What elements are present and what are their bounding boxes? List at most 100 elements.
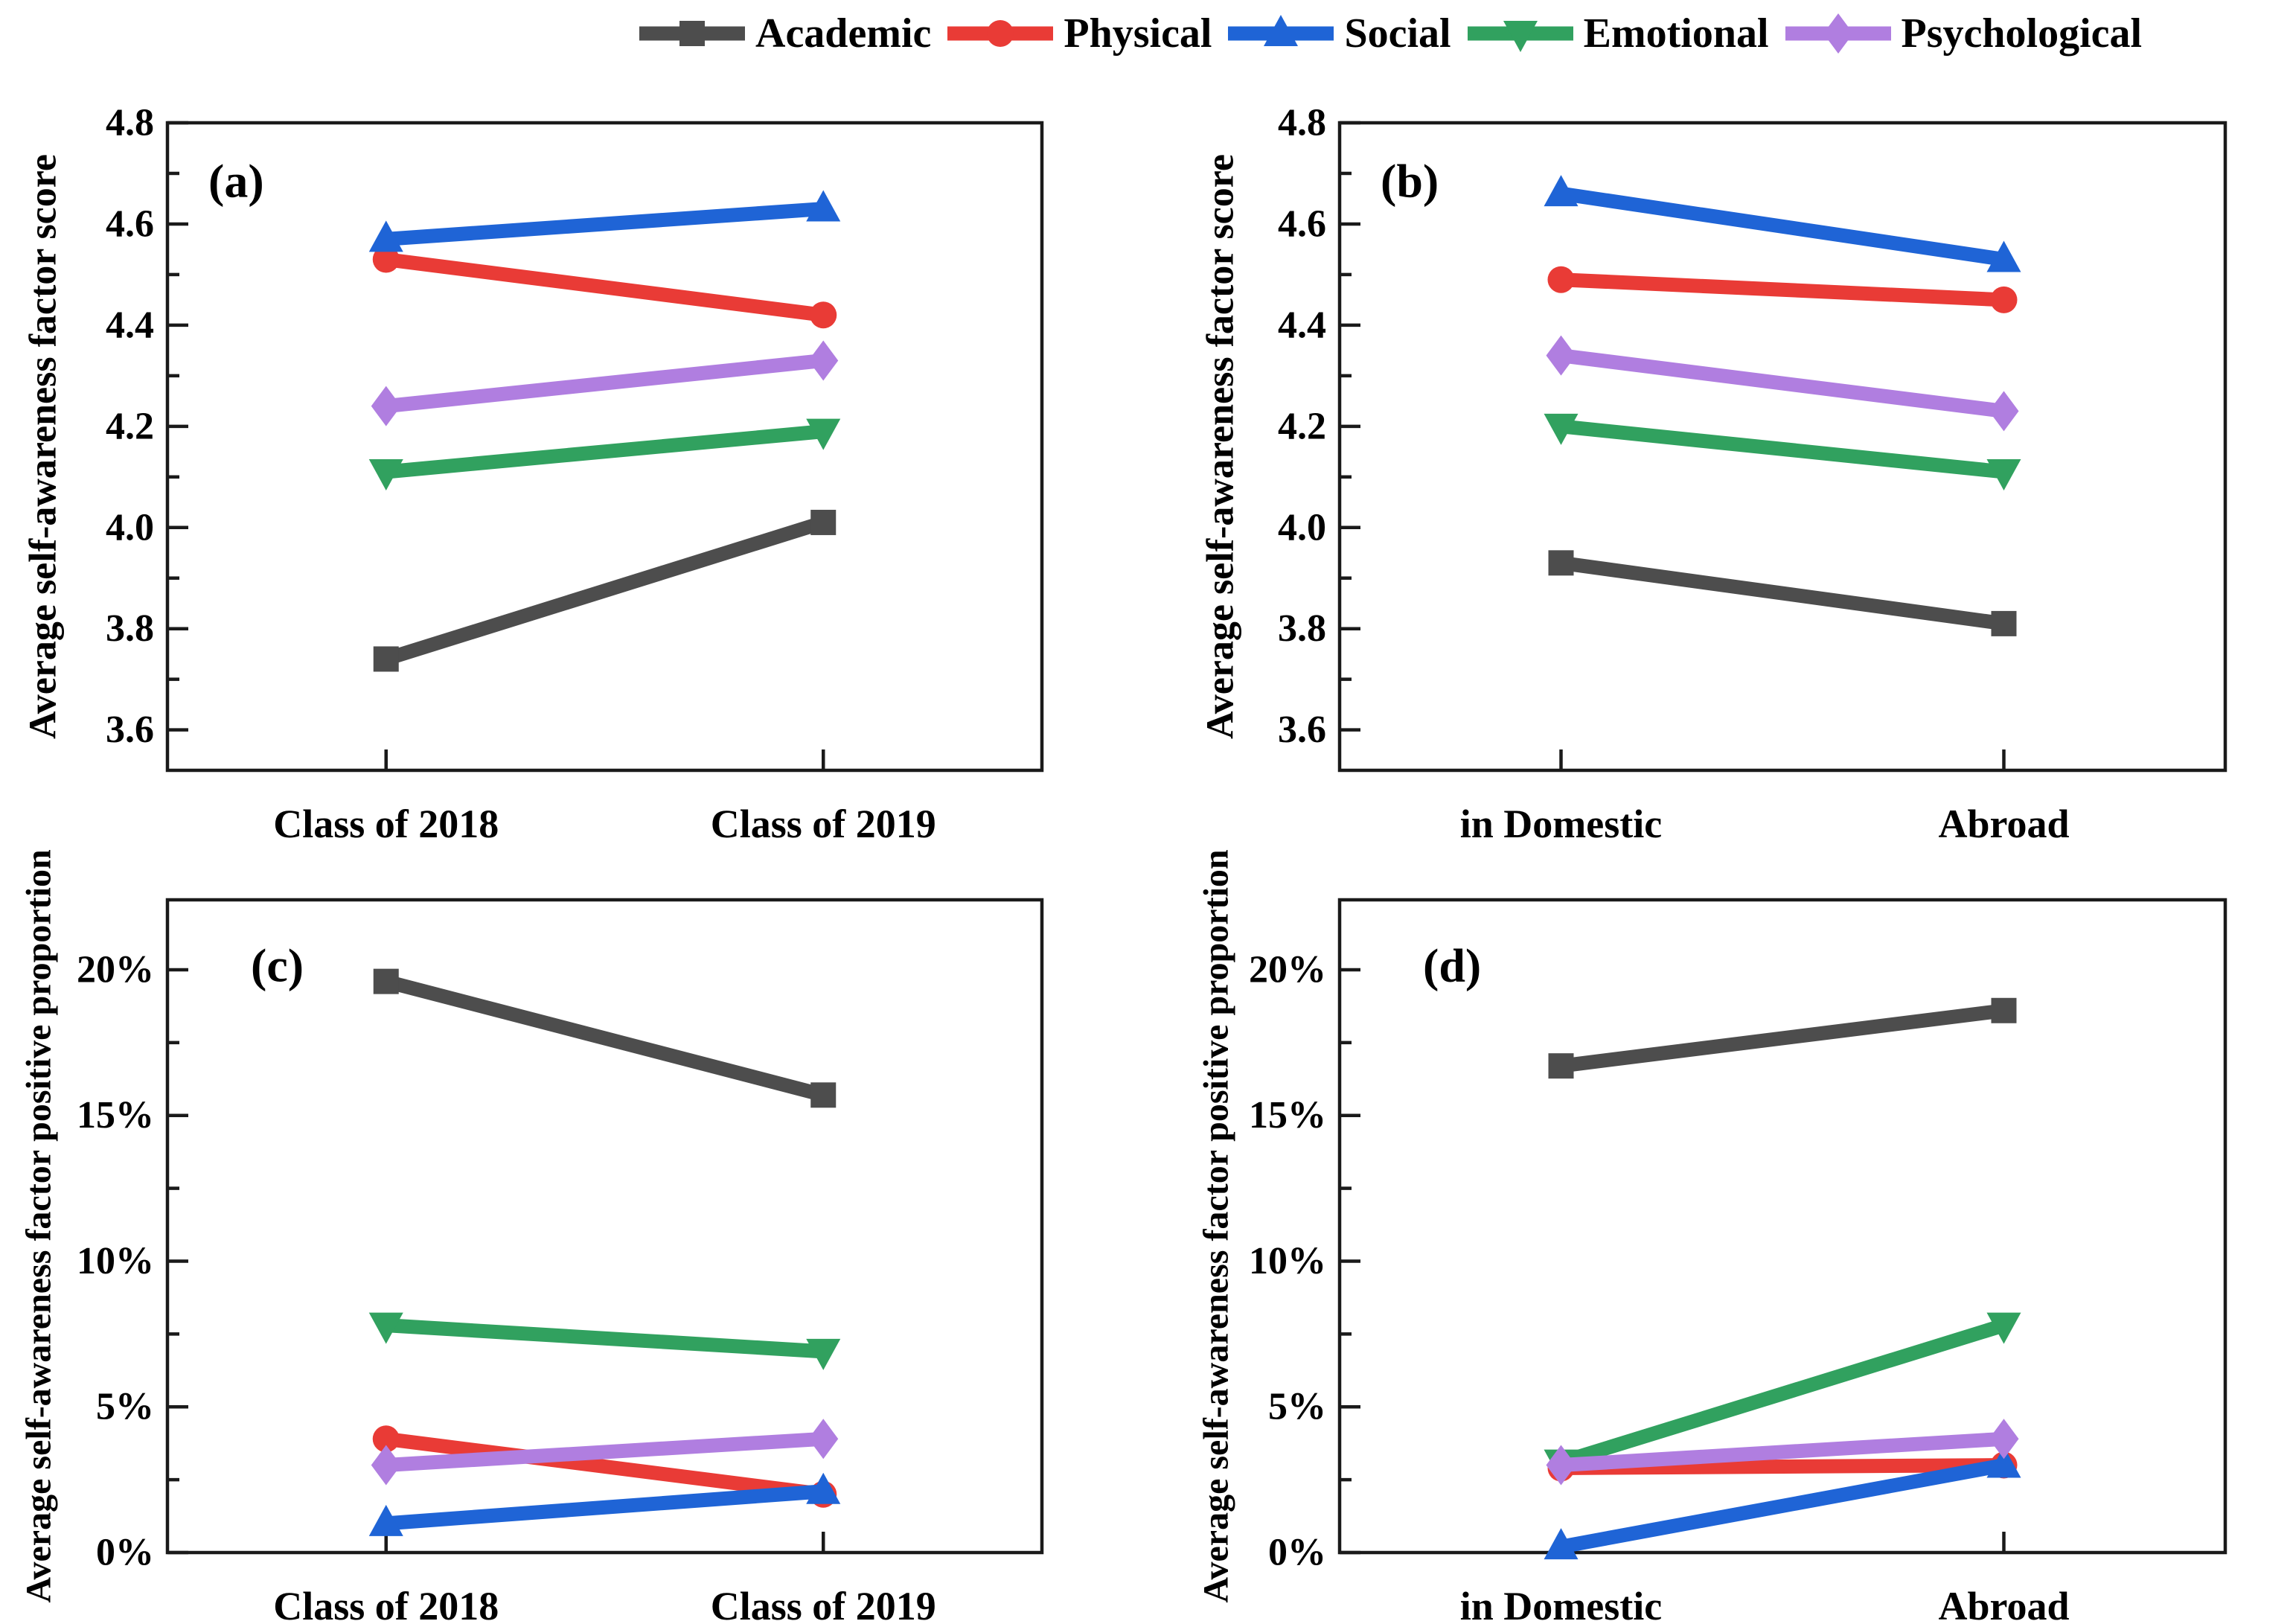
- series-physical-marker-1: [810, 301, 837, 329]
- legend-marker: [1823, 13, 1853, 54]
- series-social-marker-0: [368, 1504, 403, 1536]
- panel-d: 0% 5% 10% 15% 20% in Domestic Abroad (d) Average…: [1197, 849, 2227, 1624]
- series-emotional-marker-1: [1986, 1312, 2021, 1344]
- y-tick-label: 4.0: [1278, 506, 1326, 549]
- series-psychological: [371, 340, 839, 426]
- series-emotional: [1544, 413, 2021, 490]
- series-psychological-line: [386, 1431, 824, 1473]
- series-physical-marker-0: [372, 246, 400, 273]
- series-social: [1544, 175, 2021, 272]
- y-tick-label: 3.8: [1278, 607, 1326, 650]
- series-social-line: [1560, 186, 2005, 266]
- series-psychological: [371, 1419, 839, 1486]
- y-axis-title-d: Average self-awareness factor positive p…: [1197, 849, 1236, 1602]
- plot-frame-b: [1337, 121, 2227, 773]
- series-academic-line: [1560, 1003, 2005, 1073]
- series-physical: [1547, 266, 2018, 313]
- y-tick-label: 4.6: [1278, 202, 1326, 245]
- panel-b: 3.6 3.8 4.0 4.2 4.4 4.6 4.8 in Domestic Abroad (b…: [1200, 102, 2227, 846]
- series-psychological-line: [385, 354, 825, 414]
- y-tick-label: 0%: [96, 1532, 154, 1574]
- series-social-marker-1: [1986, 1446, 2021, 1478]
- series-social: [1544, 1446, 2021, 1560]
- y-tick-label: 4.0: [106, 506, 154, 549]
- y-axis-title-a: Average self-awareness factor score: [22, 154, 65, 739]
- series-physical-line: [1561, 272, 2004, 307]
- y-tick-label: 10%: [1249, 1240, 1326, 1282]
- series-academic: [1548, 550, 2017, 636]
- series-emotional-marker-0: [368, 1312, 403, 1344]
- triangle-down-icon: [1467, 21, 1573, 52]
- series-social: [368, 190, 841, 252]
- series-physical-marker-0: [1547, 266, 1575, 293]
- plot-frame-c: [165, 898, 1044, 1555]
- series-academic: [373, 968, 837, 1108]
- x-category-label: Abroad: [1938, 1584, 2069, 1624]
- y-tick-label: 5%: [96, 1386, 154, 1428]
- series-psychological-marker-1: [1989, 1419, 2019, 1460]
- circle-icon: [947, 20, 1054, 47]
- series-emotional-line: [1560, 419, 2005, 479]
- legend-item-academic: Academic: [636, 7, 931, 60]
- series-emotional-marker-0: [1544, 413, 1579, 445]
- series-emotional-marker-0: [368, 458, 403, 490]
- legend-label: Physical: [1064, 10, 1212, 57]
- series-psychological: [1546, 335, 2019, 432]
- y-tick-label: 0%: [1268, 1532, 1326, 1574]
- x-category-label: Class of 2019: [711, 802, 936, 846]
- series-psychological-line: [1560, 1431, 2005, 1473]
- series-physical-line: [385, 252, 825, 322]
- series-psychological-marker-0: [1546, 335, 1576, 376]
- legend-label: Social: [1344, 10, 1451, 57]
- series-social-marker-1: [1986, 240, 2021, 272]
- y-tick-label: 4.6: [106, 202, 154, 245]
- x-category-label: Abroad: [1938, 802, 2069, 846]
- legend-item-social: Social: [1225, 7, 1451, 60]
- series-social-marker-0: [1544, 175, 1579, 207]
- legend-item-psychological: Psychological: [1782, 7, 2142, 60]
- x-category-label: Class of 2019: [711, 1584, 936, 1624]
- series-social-marker-1: [806, 190, 841, 222]
- panel-letter-d: (d): [1423, 939, 1481, 992]
- series-social-marker-0: [1544, 1528, 1579, 1560]
- series-social-line: [1559, 1458, 2006, 1554]
- series-emotional-marker-1: [1986, 458, 2021, 490]
- series-social-marker-0: [368, 220, 403, 252]
- series-emotional-marker-1: [806, 418, 841, 450]
- series-social: [368, 1472, 841, 1536]
- series-physical-marker-1: [1990, 286, 2018, 313]
- series-psychological-marker-0: [371, 386, 401, 426]
- series-academic-marker-0: [1548, 550, 1574, 576]
- figure-legend: Academic Physical Social Emotional Psycholog…: [636, 0, 2142, 67]
- y-tick-label: 20%: [1249, 948, 1326, 991]
- series-social-line: [386, 202, 824, 246]
- series-academic: [373, 509, 837, 672]
- series-academic-marker-1: [810, 1082, 837, 1108]
- legend-marker: [679, 21, 705, 46]
- y-tick-label: 5%: [1268, 1386, 1326, 1428]
- series-academic-marker-1: [810, 509, 837, 535]
- legend-item-physical: Physical: [944, 7, 1212, 60]
- panel-a: 3.6 3.8 4.0 4.2 4.4 4.6 4.8 Class of 2018 Class …: [22, 102, 1044, 846]
- series-emotional-marker-1: [806, 1338, 841, 1370]
- series-psychological-marker-1: [808, 340, 839, 381]
- x-category-label: in Domestic: [1460, 802, 1662, 846]
- series-physical-line: [385, 1431, 825, 1502]
- series-academic-marker-0: [1548, 1053, 1574, 1079]
- series-academic-line: [384, 974, 825, 1102]
- y-tick-label: 4.2: [106, 405, 154, 447]
- x-category-label: Class of 2018: [273, 1584, 499, 1624]
- series-psychological-marker-1: [1989, 391, 2019, 432]
- y-tick-label: 3.6: [1278, 709, 1326, 751]
- y-tick-label: 15%: [77, 1094, 154, 1137]
- y-tick-label: 4.4: [1278, 304, 1326, 346]
- triangle-up-icon: [1228, 15, 1334, 46]
- plot-frame-d: [1337, 898, 2227, 1555]
- series-psychological-marker-0: [1546, 1445, 1576, 1486]
- series-academic-marker-0: [373, 968, 399, 994]
- series-psychological-line: [1560, 348, 2005, 418]
- panel-letter-b: (b): [1381, 155, 1439, 208]
- legend-item-emotional: Emotional: [1465, 7, 1769, 60]
- y-tick-label: 4.4: [106, 304, 154, 346]
